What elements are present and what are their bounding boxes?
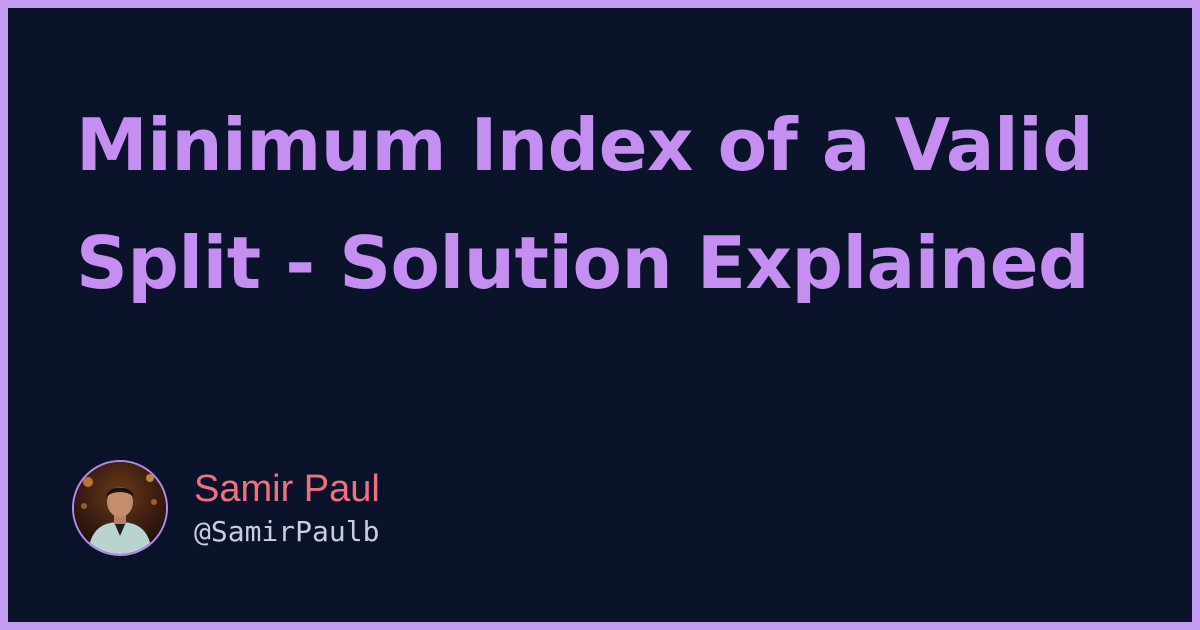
page-title: Minimum Index of a Valid Split - Solutio… (76, 103, 1094, 305)
author-info: Samir Paul @SamirPaulb (194, 467, 380, 549)
avatar-photo-icon (74, 462, 166, 554)
author-block: Samir Paul @SamirPaulb (72, 458, 380, 558)
author-handle: @SamirPaulb (194, 515, 380, 548)
author-name: Samir Paul (194, 468, 380, 510)
avatar (72, 460, 168, 556)
